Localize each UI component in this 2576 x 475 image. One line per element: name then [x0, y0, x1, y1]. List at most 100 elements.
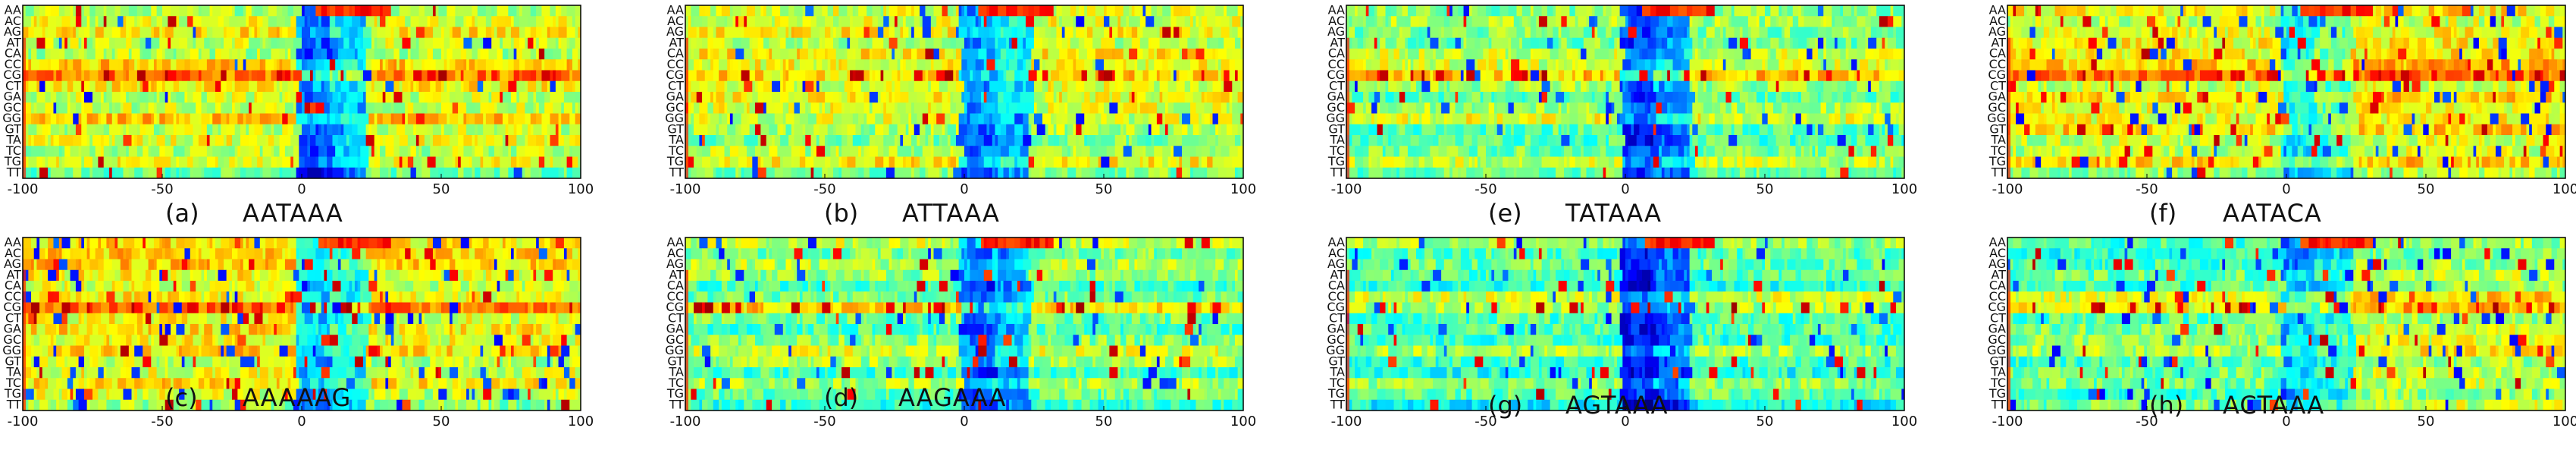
- heatmap-cell: [1042, 37, 1048, 49]
- heatmap-cell: [226, 113, 230, 125]
- heatmap-cell: [128, 59, 135, 71]
- heatmap-cell: [1217, 37, 1224, 49]
- heatmap-cell: [50, 167, 57, 179]
- heatmap-cell: [67, 324, 71, 335]
- heatmap-cell: [75, 356, 79, 368]
- heatmap-cell: [875, 80, 884, 93]
- heatmap-cell: [502, 313, 512, 325]
- heatmap-cell: [936, 113, 945, 125]
- heatmap-cell: [774, 135, 781, 146]
- heatmap-cell: [942, 27, 948, 39]
- heatmap-cell: [497, 5, 506, 17]
- heatmap-cell: [128, 70, 138, 82]
- heatmap-cell: [500, 345, 506, 357]
- heatmap-cell: [1098, 92, 1105, 103]
- heatmap-cell: [880, 5, 884, 17]
- heatmap-cell: [249, 345, 252, 357]
- heatmap-cell: [917, 135, 920, 146]
- heatmap-cell: [262, 388, 269, 401]
- heatmap-cell: [42, 269, 49, 282]
- heatmap-cell: [1207, 37, 1211, 49]
- heatmap-cell: [1232, 102, 1239, 114]
- heatmap-cell: [1162, 92, 1169, 103]
- heatmap-cell: [1229, 49, 1233, 60]
- heatmap-cell: [827, 124, 834, 136]
- heatmap-cell: [502, 356, 509, 368]
- heatmap-cell: [209, 238, 213, 249]
- heatmap-cell: [825, 27, 831, 39]
- heatmap-cell: [83, 388, 93, 401]
- heatmap-cell: [95, 291, 99, 303]
- heatmap-cell: [1051, 16, 1057, 27]
- heatmap-cell: [964, 37, 968, 49]
- heatmap-cell: [284, 367, 291, 379]
- heatmap-cell: [702, 16, 708, 27]
- heatmap-cell: [986, 92, 993, 103]
- heatmap-cell: [162, 156, 171, 168]
- heatmap-cell: [920, 102, 929, 114]
- heatmap-cell: [81, 37, 85, 49]
- heatmap-cell: [519, 388, 528, 401]
- heatmap-cell: [221, 146, 230, 157]
- heatmap-cell: [374, 156, 381, 168]
- heatmap-cell: [903, 70, 912, 82]
- heatmap-cell: [1034, 156, 1043, 168]
- heatmap-cell: [390, 388, 397, 401]
- heatmap-cell: [1212, 113, 1219, 125]
- heatmap-cell: [111, 102, 115, 114]
- heatmap-cell: [352, 113, 356, 125]
- heatmap-cell: [1209, 167, 1219, 179]
- heatmap-cell: [463, 259, 472, 271]
- heatmap-cell: [777, 146, 786, 157]
- heatmap-cell: [1017, 59, 1023, 71]
- heatmap-cell: [1187, 167, 1191, 179]
- heatmap-cell: [544, 59, 550, 71]
- heatmap-cell: [176, 335, 183, 346]
- heatmap-cell: [432, 388, 439, 401]
- heatmap-cell: [83, 80, 90, 93]
- heatmap-cell: [746, 135, 753, 146]
- heatmap-cell: [321, 37, 331, 49]
- heatmap-cell: [212, 5, 221, 17]
- heatmap-cell: [223, 27, 227, 39]
- heatmap-cell: [181, 259, 188, 271]
- heatmap-cell: [36, 37, 45, 49]
- heatmap-cell: [502, 113, 509, 125]
- y-tick-label: CG: [3, 68, 21, 82]
- heatmap-cell: [908, 124, 915, 136]
- heatmap-cell: [1137, 92, 1146, 103]
- heatmap-cell: [109, 302, 118, 314]
- heatmap-cell: [385, 335, 389, 346]
- heatmap-cell: [1237, 124, 1244, 136]
- heatmap-cell: [25, 59, 29, 71]
- heatmap-cell: [193, 5, 196, 17]
- heatmap-cell: [131, 335, 138, 346]
- heatmap-cell: [566, 259, 573, 271]
- heatmap-cell: [472, 146, 475, 157]
- heatmap-cell: [209, 37, 216, 49]
- heatmap-cell: [973, 238, 976, 249]
- heatmap-cell: [841, 27, 851, 39]
- heatmap-cell: [201, 269, 205, 282]
- heatmap-cell: [1126, 27, 1133, 39]
- heatmap-cell: [519, 70, 523, 82]
- heatmap-cell: [930, 124, 934, 136]
- heatmap-cell: [1031, 124, 1038, 136]
- heatmap-cell: [788, 70, 798, 82]
- heatmap-cell: [78, 259, 82, 271]
- heatmap-cell: [324, 102, 331, 114]
- heatmap-cell: [950, 135, 957, 146]
- heatmap-cell: [746, 16, 756, 27]
- heatmap-cell: [942, 37, 945, 49]
- heatmap-cell: [1056, 92, 1060, 103]
- heatmap-cell: [106, 113, 113, 125]
- heatmap-cell: [179, 16, 188, 27]
- heatmap-cell: [321, 92, 327, 103]
- heatmap-cell: [184, 291, 191, 303]
- heatmap-cell: [458, 113, 464, 125]
- heatmap-cell: [42, 124, 49, 136]
- heatmap-cell: [234, 92, 238, 103]
- heatmap-cell: [1151, 5, 1158, 17]
- heatmap-cell: [114, 70, 124, 82]
- heatmap-cell: [694, 156, 703, 168]
